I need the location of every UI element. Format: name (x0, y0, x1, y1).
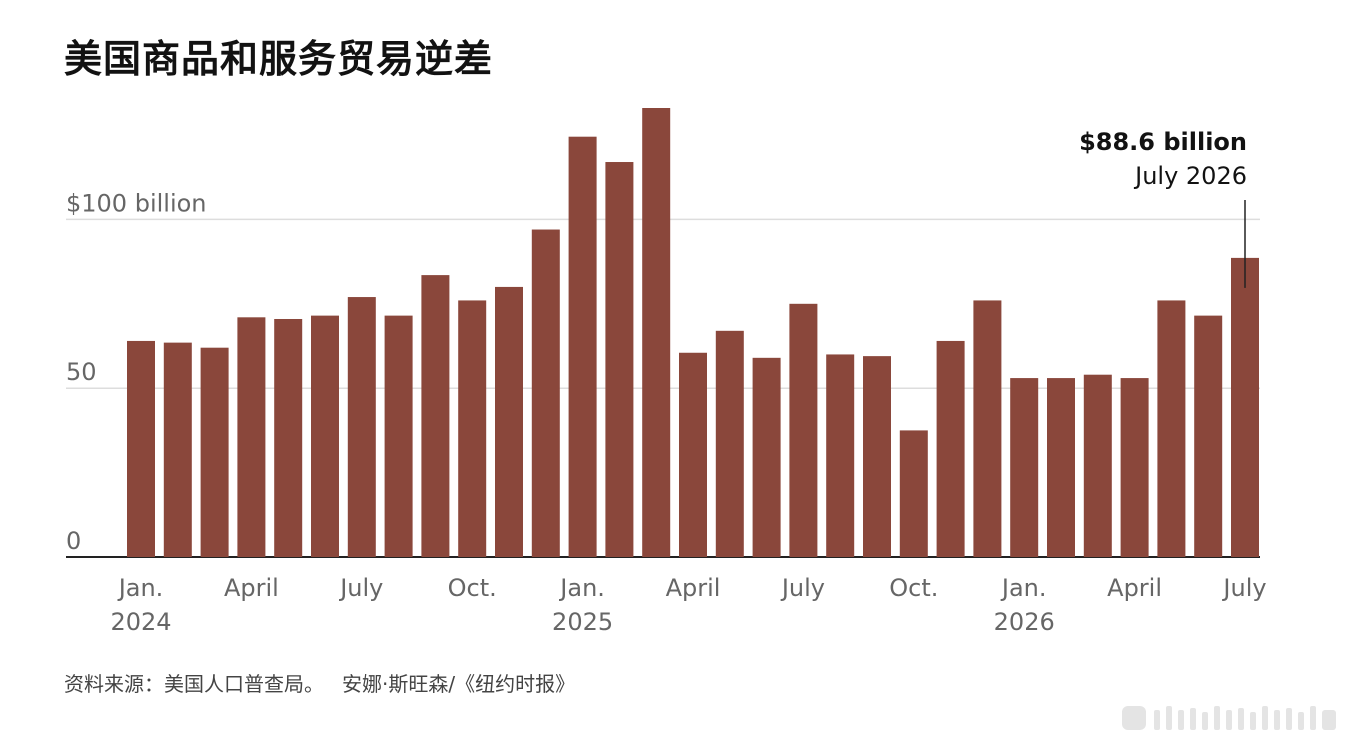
bar (1120, 378, 1149, 557)
x-tick-label: July (1221, 574, 1266, 602)
watermark-shape (1178, 710, 1184, 730)
annotation-value-label: $88.6 billion (1079, 128, 1247, 156)
x-tick-year-label: 2025 (552, 608, 613, 636)
bar (1157, 300, 1186, 557)
y-tick-label: 0 (66, 527, 81, 555)
watermark-shape (1250, 712, 1256, 730)
x-tick-label: April (224, 574, 279, 602)
source-text: 资料来源：美国人口普查局。 (64, 672, 324, 696)
bar (1083, 374, 1112, 557)
credit-text: 安娜·斯旺森/《纽约时报》 (342, 672, 576, 696)
bar (1194, 315, 1223, 557)
bar (899, 430, 928, 557)
bar (274, 318, 303, 557)
watermark-shape (1322, 710, 1336, 730)
x-tick-label: July (780, 574, 825, 602)
bar (863, 356, 891, 557)
bar (568, 136, 597, 557)
y-tick-label: $100 billion (66, 189, 207, 217)
bar (237, 317, 266, 557)
bars (127, 108, 1259, 558)
watermark-shape (1238, 708, 1244, 730)
y-axis-labels: 0 50 $100 billion (66, 189, 207, 555)
x-tick-label: Oct. (448, 574, 497, 602)
bar (311, 315, 339, 557)
annotation-date-label: July 2026 (1133, 162, 1247, 190)
watermark-shape (1226, 710, 1232, 730)
watermark-shape (1154, 710, 1160, 730)
bar (605, 162, 634, 558)
x-tick-label: Jan. (117, 574, 164, 602)
watermark-shape (1310, 706, 1316, 730)
x-tick-label: Oct. (889, 574, 938, 602)
watermark-shape (1166, 706, 1172, 730)
annotation: $88.6 billion July 2026 (1079, 128, 1247, 288)
x-tick-label: July (338, 574, 383, 602)
x-tick-year-label: 2026 (994, 608, 1055, 636)
bar (973, 300, 1002, 557)
watermark-shape (1214, 706, 1220, 730)
bar (200, 347, 229, 557)
x-axis-labels: Jan. 2024 April July Oct. Jan. 2025 April July Oc… (110, 574, 1266, 636)
bar (458, 300, 487, 557)
x-tick-label: April (666, 574, 721, 602)
bar (531, 229, 560, 558)
x-tick-label: Jan. (1000, 574, 1047, 602)
bar (421, 275, 450, 557)
bar (1010, 378, 1039, 557)
bar (826, 354, 855, 557)
bar (715, 330, 744, 557)
x-tick-label: Jan. (558, 574, 605, 602)
bar (679, 352, 707, 557)
chart-title: 美国商品和服务贸易逆差 (64, 36, 494, 81)
y-tick-label: 50 (66, 358, 97, 386)
watermark-shape (1122, 706, 1146, 730)
bar (347, 297, 376, 557)
watermark-shape (1202, 712, 1208, 730)
bar (789, 303, 818, 557)
bar (752, 357, 781, 557)
bar (384, 315, 413, 557)
watermark-logo (1122, 706, 1336, 730)
bar (1231, 257, 1259, 557)
bar (127, 340, 155, 557)
watermark-shape (1274, 710, 1280, 730)
bar (495, 286, 523, 557)
watermark-shape (1298, 712, 1304, 730)
watermark-shape (1262, 706, 1268, 730)
source-note: 资料来源：美国人口普查局。 安娜·斯旺森/《纽约时报》 (64, 668, 575, 697)
x-tick-label: April (1107, 574, 1162, 602)
x-tick-year-label: 2024 (110, 608, 171, 636)
bar (642, 108, 671, 557)
watermark-shape (1190, 708, 1196, 730)
bar (936, 340, 965, 557)
bar (163, 342, 192, 557)
watermark-shape (1286, 708, 1292, 730)
bar (1047, 378, 1075, 557)
